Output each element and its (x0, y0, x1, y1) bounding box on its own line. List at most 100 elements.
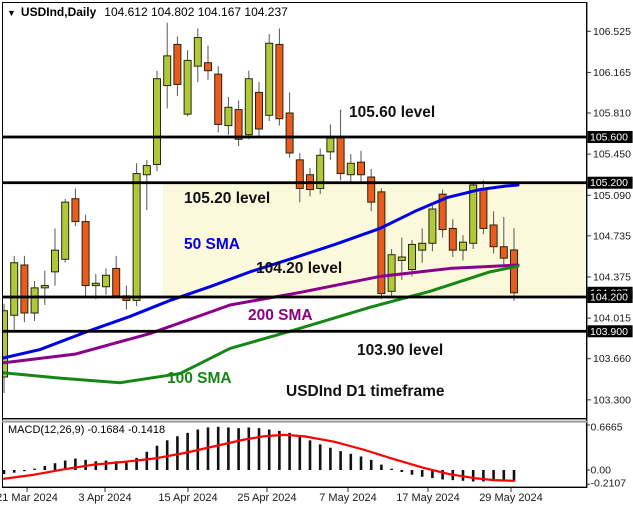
macd-indicator-label: MACD(12,26,9) -0.1684 -0.1418 (8, 424, 166, 436)
macd-histogram-bar (431, 470, 434, 479)
price-axis[interactable]: 106.525 106.165 105.810 105.450 105.090 104.7… (587, 26, 633, 407)
candle-bear (448, 219, 457, 257)
annotation-103-90-level[interactable]: 103.90 level (357, 342, 444, 359)
time-axis-label: 3 Apr 2024 (78, 492, 131, 504)
macd-histogram-bar (237, 428, 240, 470)
macd-histogram-bar (33, 468, 36, 470)
level-line-105.6[interactable] (2, 135, 586, 139)
candle-bull (346, 154, 355, 183)
macd-plot-area[interactable] (3, 426, 516, 482)
macd-signal-line (3, 433, 516, 482)
macd-histogram-bar (298, 436, 302, 470)
candle-body (489, 224, 498, 248)
macd-histogram-bar (318, 444, 322, 470)
candle-body (499, 246, 508, 259)
candle-bull (408, 239, 416, 277)
candle-body (479, 187, 488, 229)
level-price-tag: 105.200 (587, 176, 633, 189)
candle-body (214, 73, 223, 125)
time-axis-line (2, 486, 587, 488)
sma50-line (3, 183, 520, 360)
macd-histogram-bar (329, 447, 332, 470)
annotation-200-sma[interactable]: 200 SMA (248, 307, 313, 324)
time-axis-label: 15 Apr 2024 (158, 492, 217, 504)
price-tick-label: 105.450 (593, 149, 631, 161)
candle-bull (244, 70, 253, 140)
macd-histogram-bar (471, 470, 475, 482)
left-border (2, 2, 3, 488)
candle-bull (193, 28, 202, 83)
top-border (2, 2, 587, 3)
annotation-100-sma[interactable]: 100 SMA (167, 370, 232, 387)
candle-body (40, 285, 49, 289)
annotation-usdind-d1-timeframe[interactable]: USDInd D1 timeframe (286, 383, 445, 400)
macd-axis[interactable]: 0.6665 0.00-0.2107 (587, 422, 626, 490)
candle-body (438, 193, 447, 231)
macd-histogram-bar (3, 470, 6, 475)
macd-histogram-bar (400, 470, 404, 473)
macd-histogram-bar (492, 470, 495, 481)
candle-body (397, 256, 406, 261)
candle-body (316, 154, 325, 189)
candle-bull (418, 228, 427, 263)
time-axis-label: 25 Apr 2024 (237, 492, 296, 504)
candle-body (295, 159, 304, 189)
candle-bull (30, 280, 39, 321)
candle-bear (357, 150, 365, 183)
annotation-105-20-level[interactable]: 105.20 level (184, 190, 271, 207)
time-axis-label: 29 May 2024 (479, 492, 543, 504)
axis-separator (586, 2, 588, 488)
macd-histogram-bar (176, 436, 179, 470)
level-line-104.2[interactable] (2, 295, 586, 299)
price-tick-label: 105.810 (593, 108, 631, 120)
candle-bull (153, 70, 161, 172)
candle-body (112, 267, 121, 297)
candle-bear (214, 66, 223, 133)
price-tick-label: 103.300 (593, 394, 631, 406)
candle-body (30, 287, 39, 314)
candle-bull (3, 303, 8, 393)
candle-body (336, 136, 345, 175)
level-line-105.2[interactable] (2, 181, 586, 185)
candle-bull (469, 181, 478, 249)
price-tick-label: 105.090 (593, 190, 631, 202)
macd-axis-label: 0.00 (591, 465, 612, 477)
price-tag-box (587, 325, 633, 338)
candle-bear (438, 189, 447, 238)
macd-histogram-bar (339, 451, 342, 470)
candle-body (71, 198, 80, 223)
macd-histogram-bar (441, 470, 444, 480)
candle-body (428, 208, 437, 244)
macd-histogram-bar (257, 428, 261, 470)
price-tag-label: 105.200 (590, 177, 628, 189)
time-axis[interactable]: 21 Mar 2024 3 Apr 2024 15 Apr 2024 25 Apr 2… (0, 488, 543, 504)
candle-body (469, 184, 478, 244)
candle-bull (61, 198, 70, 263)
annotation-105-60-level[interactable]: 105.60 level (349, 104, 436, 121)
expander-icon[interactable]: ▼ (7, 8, 16, 18)
panel-divider-shadow (2, 420, 587, 423)
price-chart-plot-area[interactable] (0, 22, 586, 393)
macd-histogram-bar (23, 470, 26, 472)
candle-body (387, 254, 396, 292)
candle-body (265, 42, 274, 116)
candle-body (3, 310, 8, 378)
annotation-50-sma[interactable]: 50 SMA (184, 236, 240, 253)
annotation-104-20-level[interactable]: 104.20 level (256, 260, 343, 277)
candle-bull (316, 148, 325, 195)
price-tag-label: 105.600 (590, 132, 628, 144)
level-price-tag: 103.900 (587, 325, 633, 338)
price-tag-box (587, 176, 633, 189)
macd-histogram-bar (63, 460, 67, 470)
time-axis-label: 17 May 2024 (396, 492, 460, 504)
candle-bear (367, 169, 376, 212)
price-tag-box (587, 131, 633, 143)
macd-histogram-bar (308, 440, 312, 470)
level-line-103.9[interactable] (2, 329, 586, 333)
macd-histogram-bar (104, 460, 108, 470)
macd-axis-label: 0.6665 (591, 422, 623, 434)
sma200-line (3, 263, 520, 365)
macd-histogram-bar (288, 432, 291, 470)
candle-body (163, 55, 172, 87)
